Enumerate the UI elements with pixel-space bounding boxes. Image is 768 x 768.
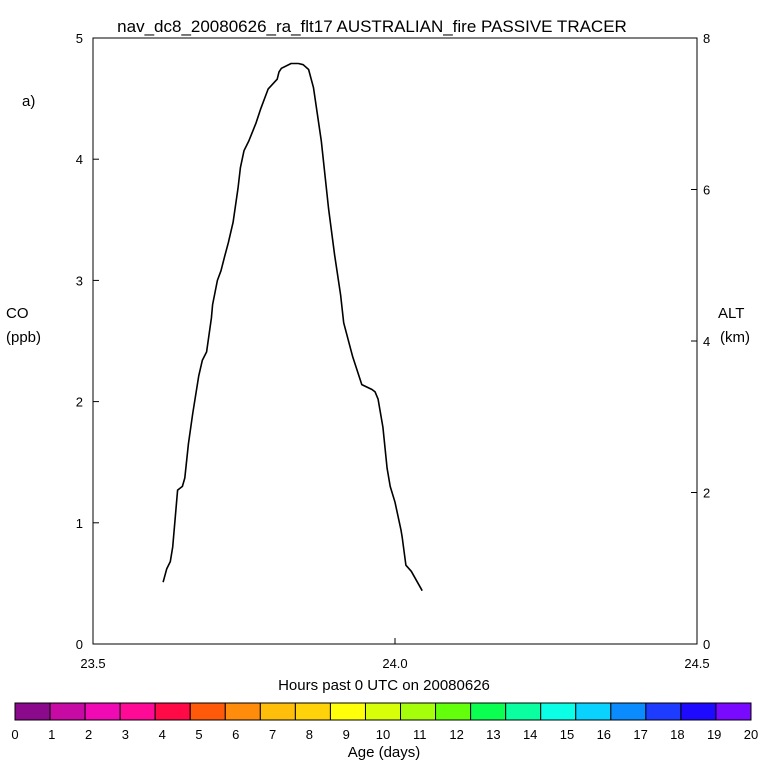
- y-axis-ticks: 0 1 2 3 4 5: [76, 31, 99, 652]
- colorbar-tick-label: 10: [376, 727, 390, 742]
- x-tick-label: 24.5: [684, 656, 709, 671]
- y-tick-label: 4: [76, 152, 83, 167]
- colorbar-swatch: [189, 702, 226, 721]
- series-group: [162, 62, 423, 592]
- colorbar-tick-label: 3: [122, 727, 129, 742]
- y-axis-label: CO: [6, 305, 29, 322]
- colorbar-tick-label: 16: [597, 727, 611, 742]
- colorbar-swatch: [715, 702, 752, 721]
- y2-tick-label: 2: [703, 486, 710, 501]
- colorbar-swatch: [329, 702, 366, 721]
- colorbar-label: Age (days): [348, 744, 421, 761]
- age-colorbar: 0 1 2 3 4 5 6 7 8 9 10 11 12 13 14 15 16 17 18 19 20: [11, 702, 758, 742]
- plot-frame: [92, 37, 698, 645]
- y-axis-units: (ppb): [6, 329, 41, 346]
- x-tick-label: 24.0: [382, 656, 407, 671]
- colorbar-swatch: [294, 702, 331, 721]
- colorbar-tick-label: 7: [269, 727, 276, 742]
- colorbar-tick-label: 8: [306, 727, 313, 742]
- colorbar-swatch: [540, 702, 577, 721]
- y2-axis-ticks: 0 2 4 6 8: [691, 31, 710, 652]
- chart-title: nav_dc8_20080626_ra_flt17 AUSTRALIAN_fir…: [117, 17, 627, 36]
- colorbar-swatch: [610, 702, 647, 721]
- y2-tick-label: 6: [703, 183, 710, 198]
- colorbar-tick-label: 0: [11, 727, 18, 742]
- colorbar-tick-label: 20: [744, 727, 758, 742]
- colorbar-tick-label: 14: [523, 727, 537, 742]
- colorbar-swatch: [259, 702, 296, 721]
- x-tick-label: 23.5: [80, 656, 105, 671]
- y-tick-label: 1: [76, 516, 83, 531]
- colorbar-swatch: [49, 702, 86, 721]
- y-tick-label: 0: [76, 637, 83, 652]
- colorbar-tick-label: 4: [159, 727, 166, 742]
- colorbar-swatch: [400, 702, 437, 721]
- x-axis-label: Hours past 0 UTC on 20080626: [278, 677, 490, 694]
- colorbar-tick-label: 5: [195, 727, 202, 742]
- colorbar-swatch: [505, 702, 542, 721]
- colorbar-tick-label: 13: [486, 727, 500, 742]
- colorbar-swatch: [224, 702, 261, 721]
- colorbar-tick-label: 1: [48, 727, 55, 742]
- colorbar-tick-label: 15: [560, 727, 574, 742]
- y2-tick-label: 8: [703, 31, 710, 46]
- colorbar-swatch: [119, 702, 156, 721]
- colorbar-swatch: [680, 702, 717, 721]
- co-tracer-line: [162, 62, 423, 592]
- colorbar-swatch: [154, 702, 191, 721]
- y2-tick-label: 4: [703, 334, 710, 349]
- colorbar-swatch: [364, 702, 402, 721]
- colorbar-tick-label: 11: [413, 727, 427, 742]
- colorbar-swatch: [645, 702, 682, 721]
- colorbar-tick-label: 2: [85, 727, 92, 742]
- colorbar-tick-label: 19: [707, 727, 721, 742]
- y2-axis-label: ALT: [718, 305, 744, 322]
- colorbar-tick-label: 17: [633, 727, 647, 742]
- y2-tick-label: 0: [703, 637, 710, 652]
- y-tick-label: 3: [76, 273, 83, 288]
- y-tick-label: 5: [76, 31, 83, 46]
- colorbar-tick-label: 12: [449, 727, 463, 742]
- panel-label: a): [22, 93, 35, 110]
- colorbar-tick-label: 9: [343, 727, 350, 742]
- colorbar-tick-label: 6: [232, 727, 239, 742]
- colorbar-swatch: [470, 702, 507, 721]
- colorbar-swatch: [14, 702, 51, 721]
- y-tick-label: 2: [76, 395, 83, 410]
- colorbar-swatch: [435, 702, 472, 721]
- colorbar-swatch: [84, 702, 121, 721]
- colorbar-tick-label: 18: [670, 727, 684, 742]
- colorbar-swatch: [575, 702, 612, 721]
- x-axis-ticks: 23.5 24.0 24.5: [80, 638, 710, 671]
- y2-axis-units: (km): [720, 329, 750, 346]
